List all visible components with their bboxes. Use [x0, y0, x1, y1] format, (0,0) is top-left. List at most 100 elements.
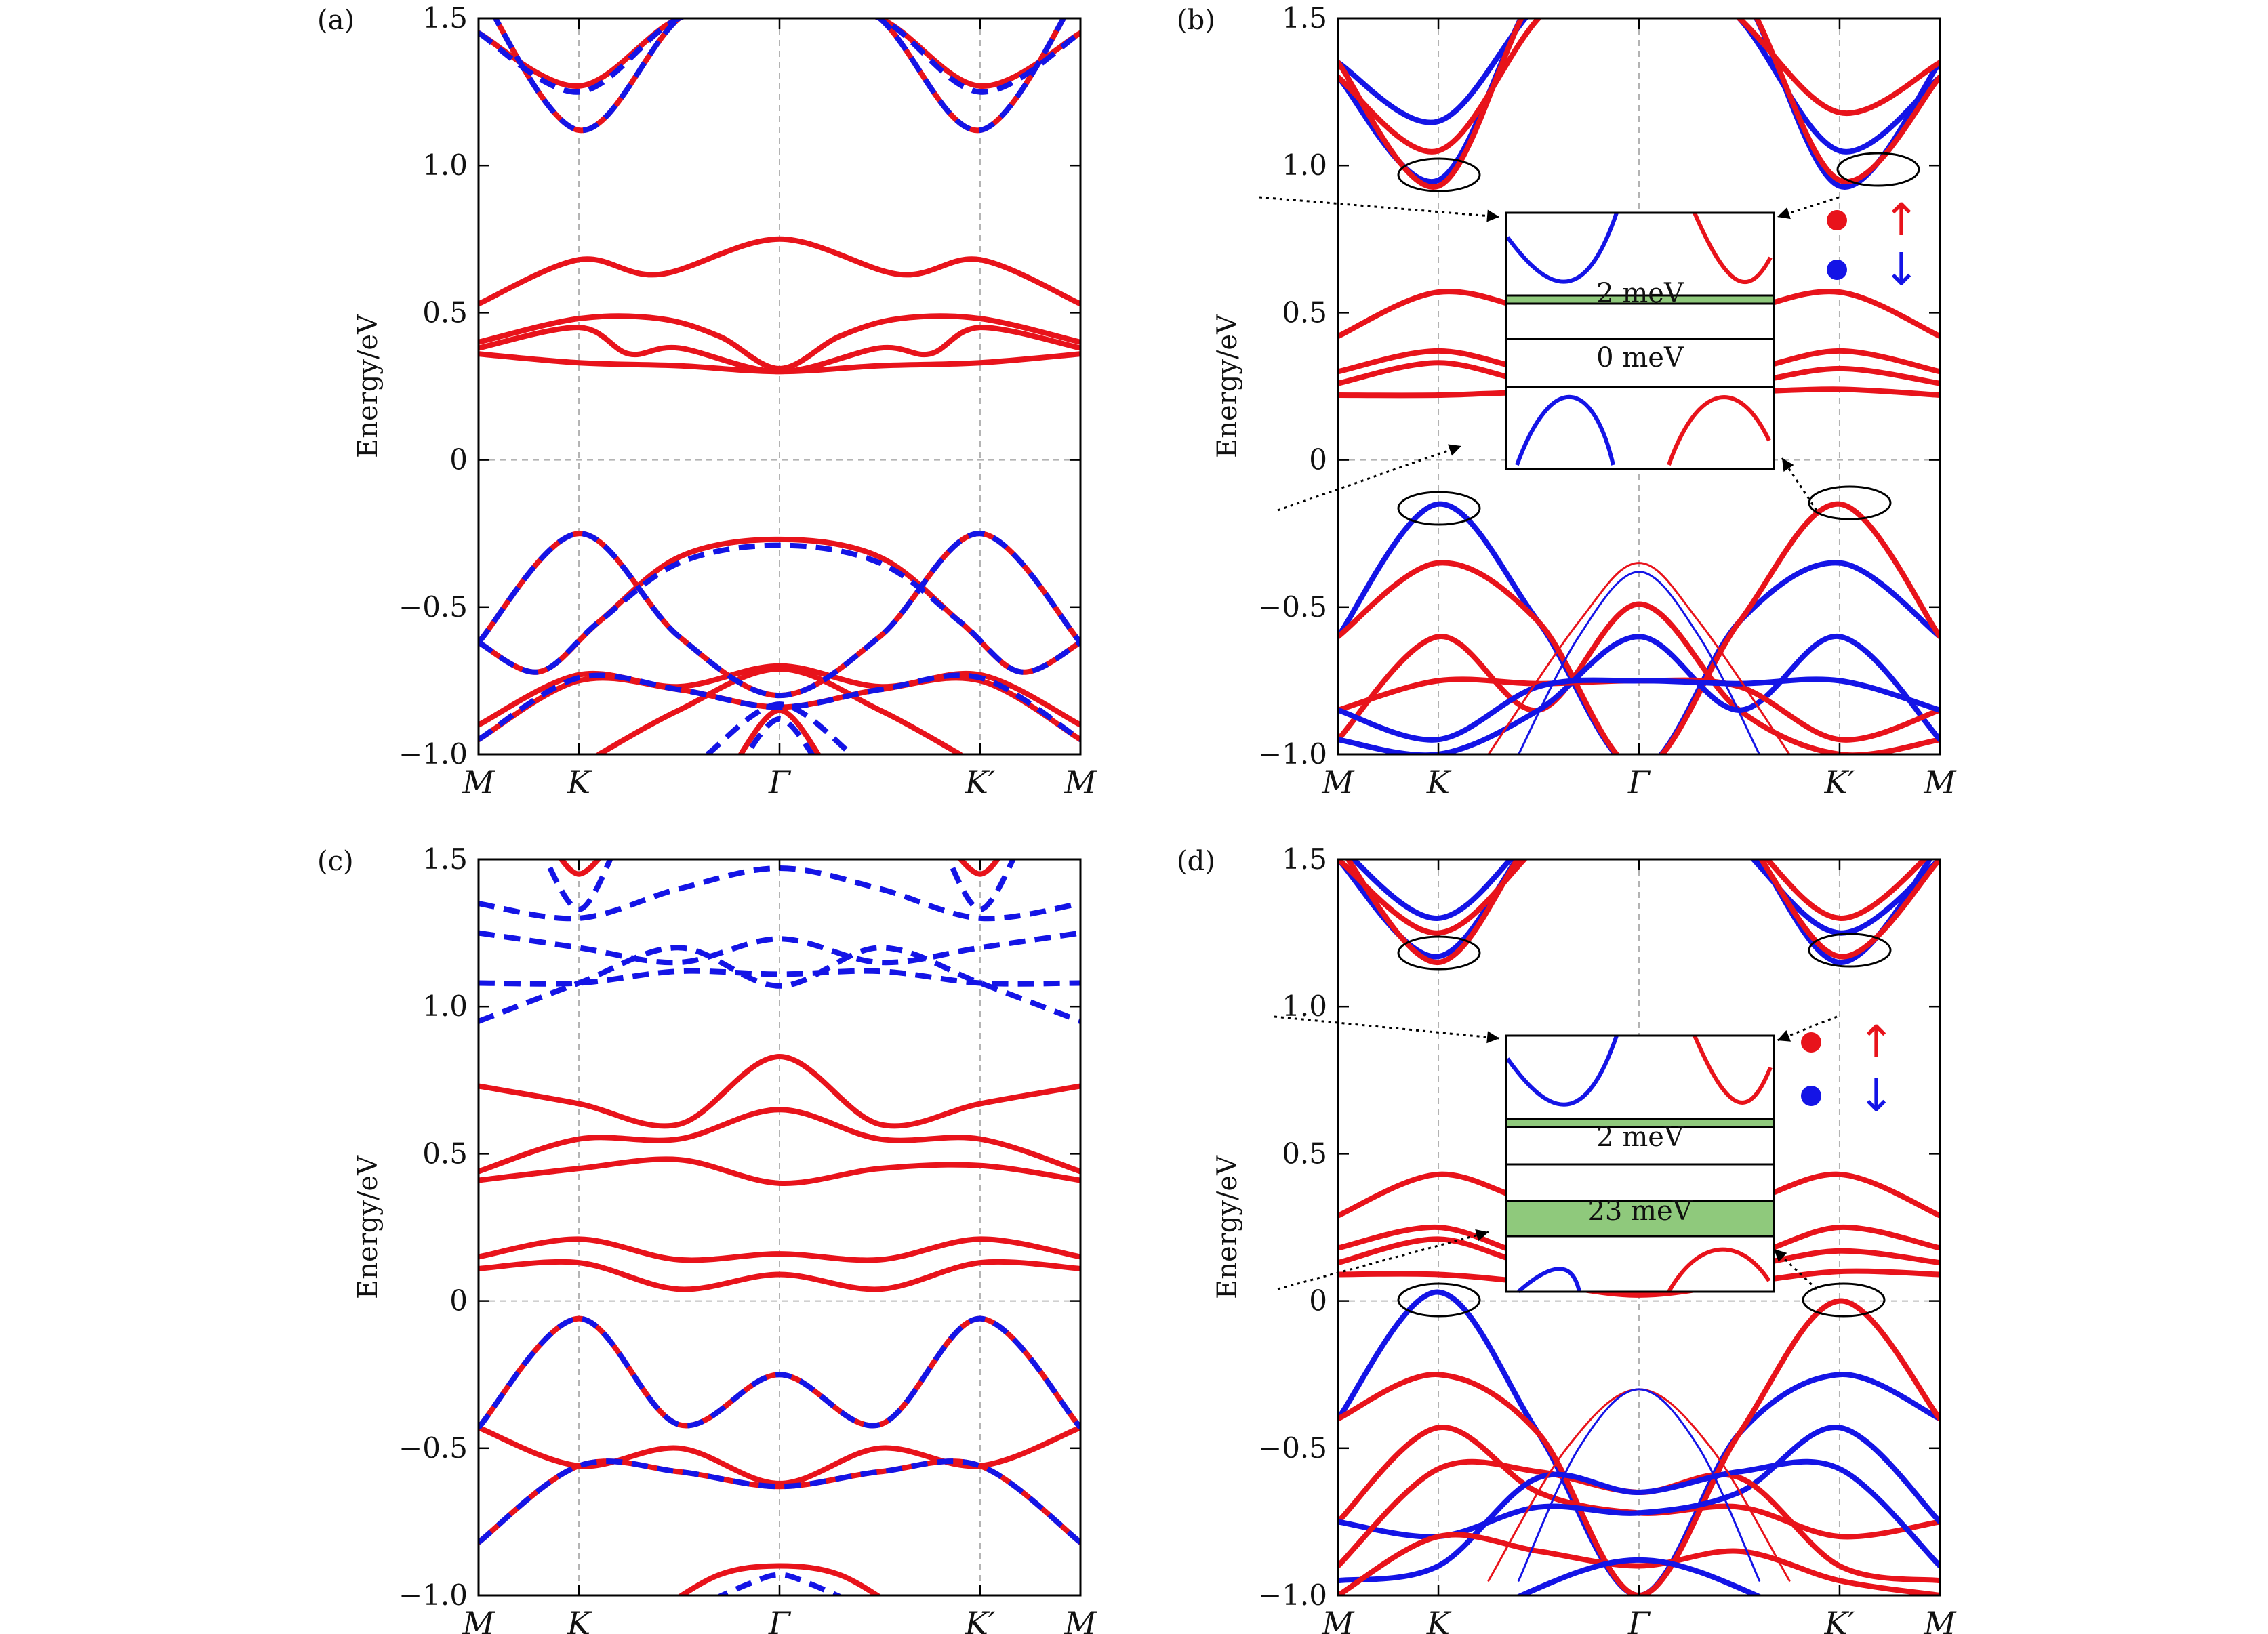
band-spin-up: [479, 236, 1080, 307]
x-tick-label: M: [462, 1605, 495, 1634]
legend-marker-up: [1827, 210, 1847, 230]
band-spin-up: [479, 351, 1080, 375]
band-spin-up: [957, 859, 1001, 877]
y-tick-label: 0.5: [1282, 295, 1327, 329]
highlight-ellipse: [1397, 491, 1481, 526]
x-tick-label: K: [1426, 1605, 1452, 1634]
x-tick-label: Γ: [768, 1605, 792, 1634]
y-tick-label: 0.5: [422, 1137, 468, 1170]
x-tick-label: K: [1426, 764, 1452, 800]
gap-inset: 2 meV 23 meV: [1274, 1015, 1838, 1294]
y-axis-label: Energy/eV: [1212, 314, 1243, 458]
legend-arrow-up: ↑: [1882, 194, 1920, 246]
y-tick-label: 0.5: [422, 295, 468, 329]
y-tick-label: −1.0: [399, 737, 468, 771]
y-tick-label: −0.5: [1258, 1431, 1327, 1465]
band-spin-up: [479, 1458, 1080, 1545]
y-tick-label: −1.0: [1258, 1578, 1327, 1612]
band-spin-down: [479, 531, 1080, 699]
x-tick-label: M: [1064, 764, 1097, 800]
y-tick-label: 0: [449, 1284, 468, 1318]
band-spin-up: [1338, 18, 1940, 185]
panel-label: (c): [317, 846, 354, 877]
x-tick-label: M: [1321, 764, 1355, 800]
band-spin-up: [479, 313, 1080, 371]
gap-highlight: [1506, 1119, 1774, 1127]
bands: [1338, 859, 1940, 1595]
inset-band: [1517, 1267, 1581, 1294]
gap-label: 2 meV: [1596, 278, 1684, 309]
highlight-ellipse: [1397, 935, 1481, 971]
y-tick-label: 1.0: [422, 148, 468, 182]
y-tick-label: 1.5: [422, 1, 468, 35]
x-tick-label: M: [462, 764, 495, 800]
band-spin-down: [479, 18, 1080, 95]
band-spin-down: [706, 701, 853, 754]
legend-arrow-up: ↑: [1857, 1016, 1895, 1068]
x-tick-label: K: [567, 764, 592, 800]
gap-label: 23 meV: [1587, 1196, 1693, 1227]
panel-label: (b): [1177, 5, 1215, 36]
band-spin-up: [1345, 859, 1928, 966]
band-spin-down: [1338, 676, 1940, 743]
x-tick-label: K′: [1824, 764, 1855, 800]
band-spin-up: [737, 707, 822, 754]
spin-legend: ↑↓: [1827, 194, 1920, 295]
y-tick-label: 1.0: [1282, 148, 1327, 182]
inset-band: [1693, 1034, 1773, 1105]
y-tick-label: −0.5: [1258, 590, 1327, 624]
legend-marker-up: [1801, 1032, 1821, 1053]
band-spin-down: [1338, 1458, 1940, 1584]
gap-highlight: [1506, 295, 1774, 304]
x-tick-label: Γ: [1627, 1605, 1651, 1634]
gap-label: 0 meV: [1596, 342, 1684, 373]
band-spin-up: [596, 666, 963, 754]
band-spin-up: [676, 1563, 883, 1595]
pointer-arrowhead: [1777, 207, 1791, 220]
y-tick-label: 0: [1309, 443, 1327, 476]
band-spin-up: [479, 663, 1080, 728]
x-tick-label: K: [567, 1605, 592, 1634]
band-spin-up: [1338, 18, 1940, 190]
x-tick-label: K′: [965, 764, 996, 800]
y-tick-label: −0.5: [399, 1431, 468, 1465]
pointer-line: [1277, 1231, 1489, 1290]
band-spin-down: [1338, 18, 1940, 185]
band-spin-up: [1338, 676, 1940, 743]
y-tick-label: −0.5: [399, 590, 468, 624]
panel-label: (d): [1177, 846, 1215, 877]
x-tick-label: M: [1923, 764, 1957, 800]
highlight-ellipse: [1802, 1282, 1886, 1318]
band-spin-up: [558, 859, 602, 877]
pointer-arrowhead: [1486, 1031, 1499, 1044]
band-spin-down: [1338, 859, 1940, 960]
inset-band: [1505, 1035, 1619, 1107]
band-spin-up: [479, 1054, 1080, 1129]
panel-b: −1.0 −0.5 0 0.5 1.0 1.5 M K Γ K′ M Energy/eV (b) 2 me…: [1177, 1, 1957, 800]
gap-inset: 2 meV 0 meV: [1259, 196, 1840, 512]
band-spin-down: [479, 542, 1080, 675]
inset-band: [1505, 212, 1619, 284]
gap-highlight: [1506, 1201, 1774, 1236]
band-spin-down: [1517, 571, 1761, 754]
x-tick-label: Γ: [768, 764, 792, 800]
highlight-ellipse: [1836, 152, 1920, 187]
highlight-ellipse: [1397, 1282, 1481, 1318]
pointer-arrowhead: [1448, 444, 1461, 456]
band-spin-down: [543, 859, 613, 912]
spin-legend: ↑↓: [1801, 1016, 1895, 1122]
highlight-ellipse: [1397, 157, 1481, 192]
band-spin-up: [479, 1259, 1080, 1292]
inset-border: [1505, 211, 1775, 470]
x-tick-label: M: [1923, 1605, 1957, 1634]
y-tick-label: 0.5: [1282, 1137, 1327, 1170]
highlight-ellipse: [1808, 933, 1892, 968]
bands: [1338, 18, 1940, 754]
pointer-line: [1259, 196, 1500, 218]
band-spin-up: [479, 1107, 1080, 1175]
y-tick-label: 1.5: [422, 842, 468, 876]
band-spin-down: [479, 945, 1080, 1024]
inset-band: [1667, 395, 1771, 466]
inset-band: [1515, 394, 1615, 466]
legend-marker-down: [1801, 1086, 1821, 1106]
